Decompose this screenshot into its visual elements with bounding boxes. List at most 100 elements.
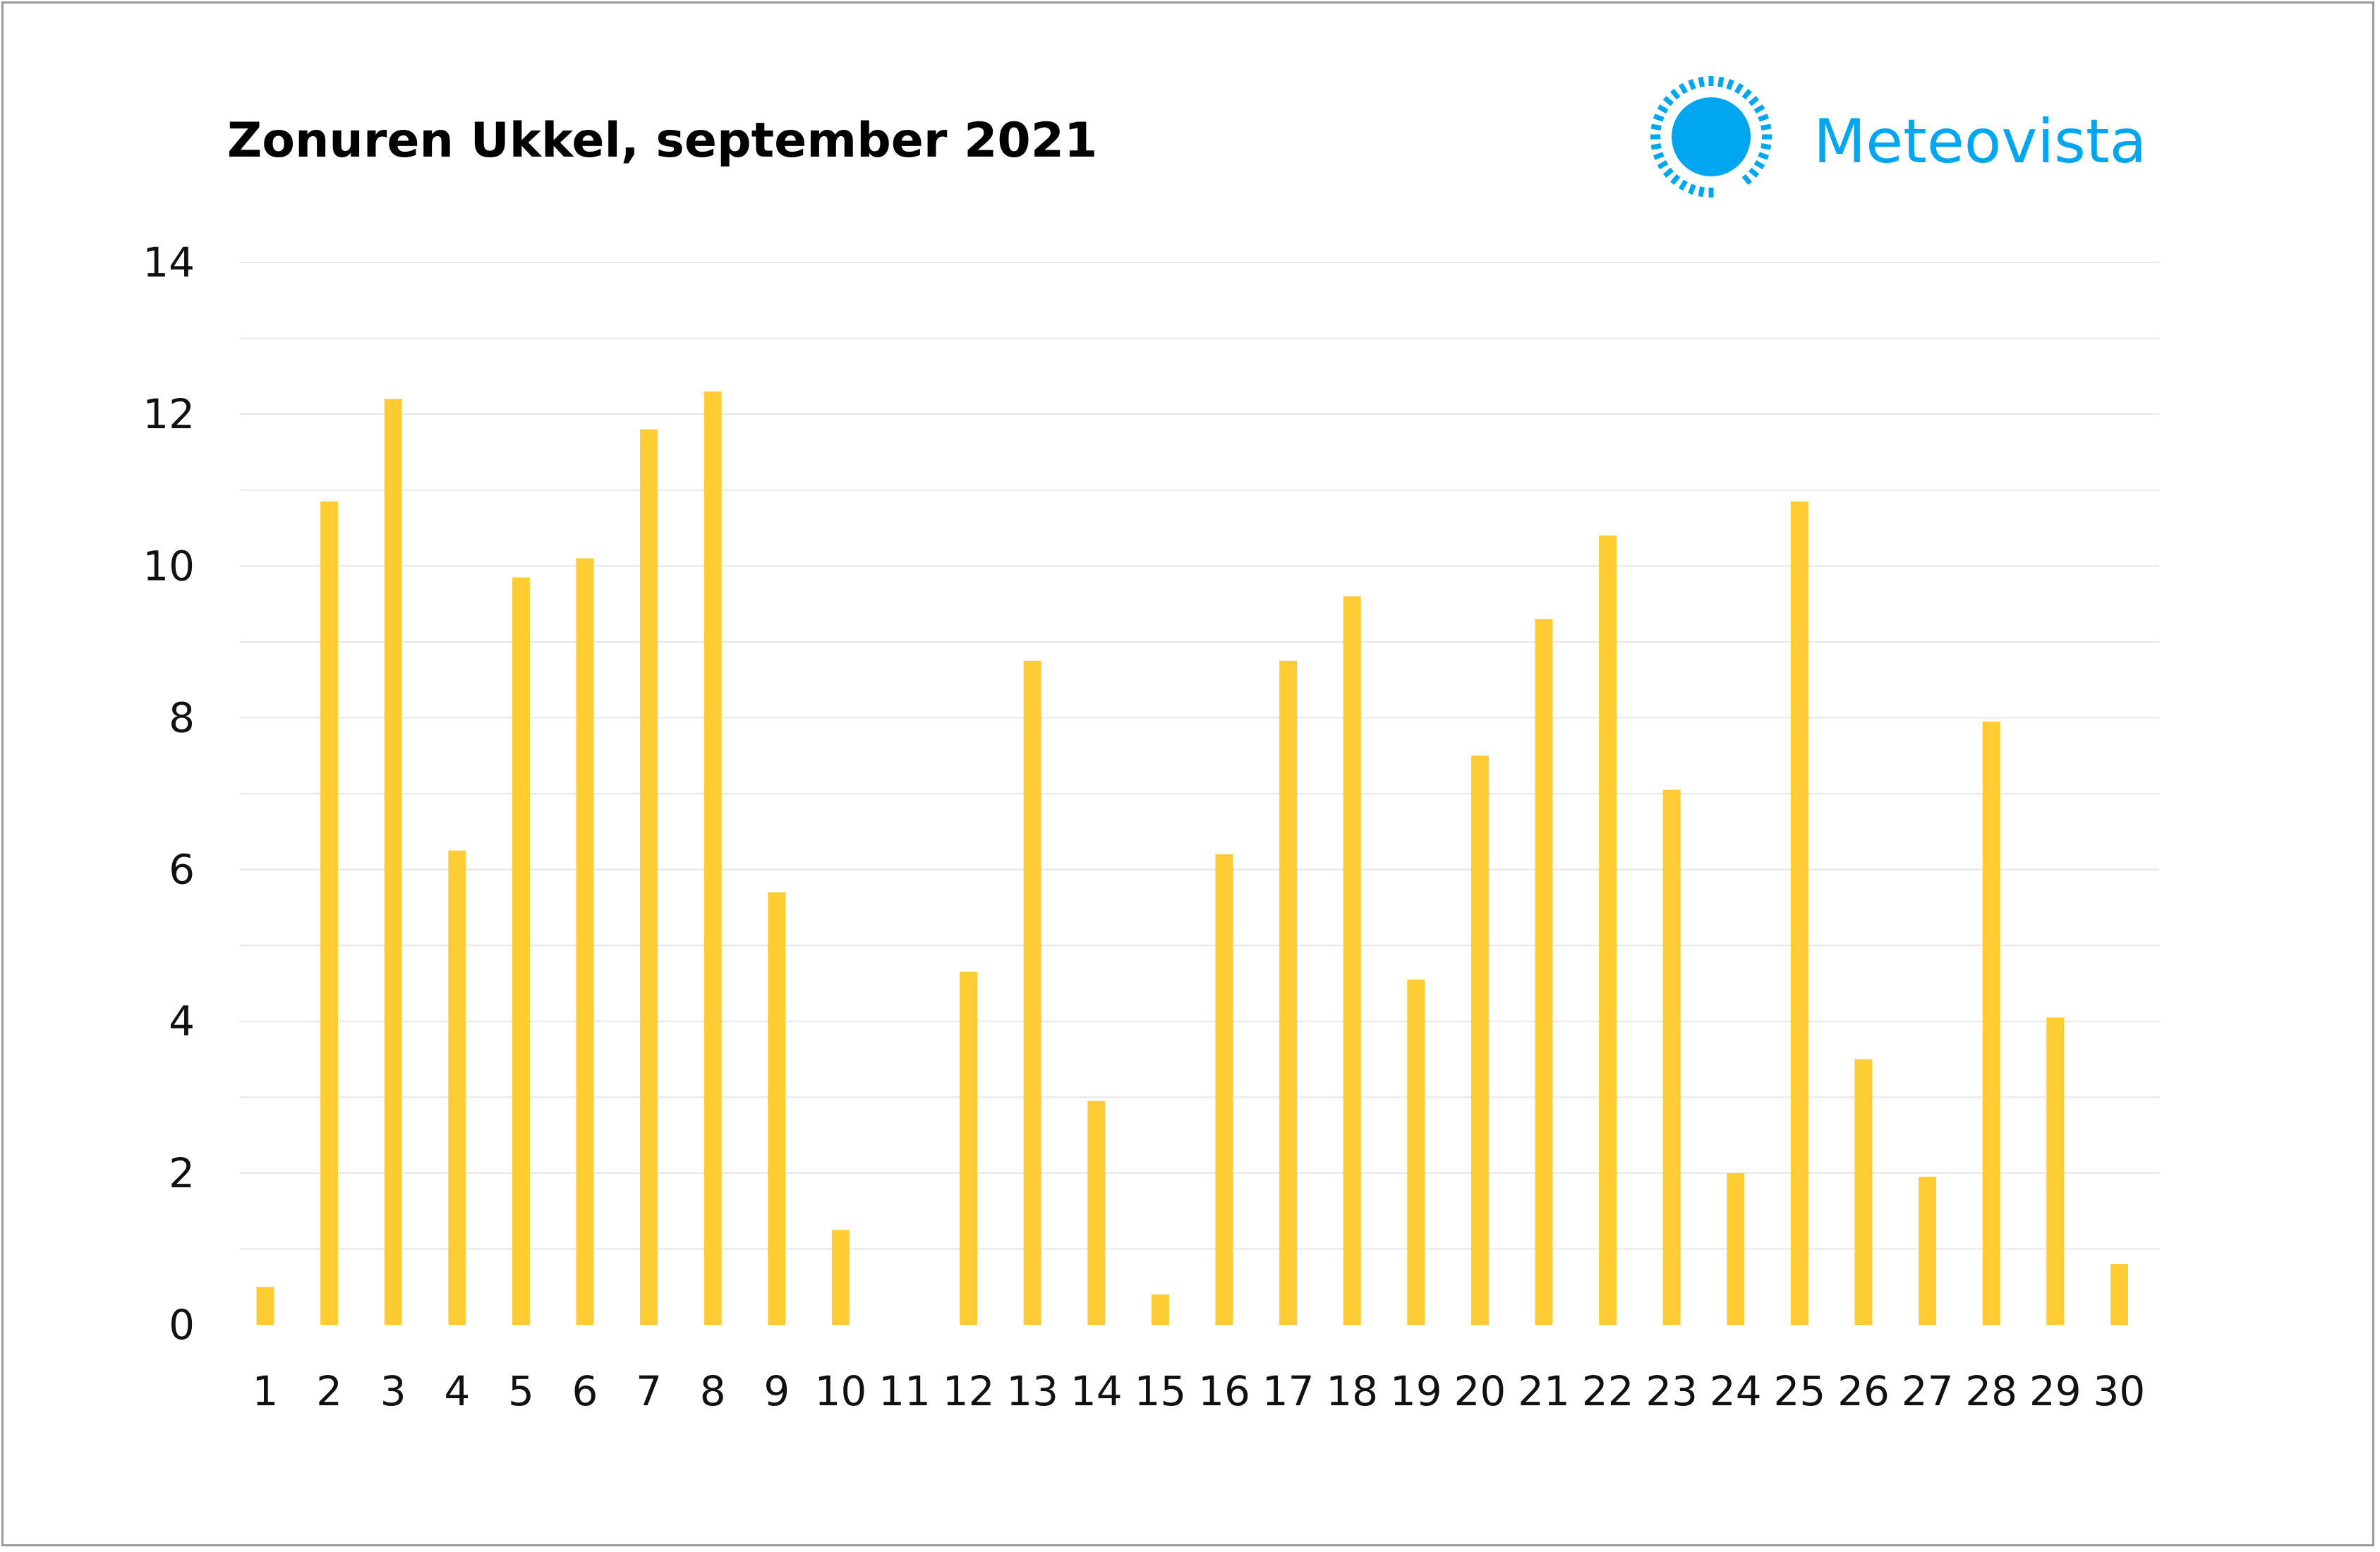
bar: [1470, 756, 1489, 1325]
bar: [2110, 1263, 2128, 1325]
sun-ray: [1753, 104, 1765, 114]
bar: [703, 391, 722, 1326]
sun-ray: [1653, 114, 1665, 122]
sun-ray: [1670, 174, 1681, 186]
bar: [512, 577, 530, 1326]
sun-ray: [1717, 76, 1724, 87]
sun-ray: [1753, 159, 1765, 170]
y-tick-label: 0: [169, 1301, 195, 1349]
sun-ray: [1760, 143, 1772, 150]
bar: [1087, 1101, 1106, 1325]
sun-ray: [1678, 179, 1689, 191]
brand-name: Meteovista: [1813, 107, 2146, 177]
bar: [1919, 1177, 1937, 1325]
bar: [320, 501, 339, 1325]
y-tick-label: 14: [143, 238, 195, 286]
bar: [256, 1287, 274, 1325]
sun-ray: [1657, 159, 1669, 170]
bar: [960, 971, 978, 1325]
sun-ray: [1741, 174, 1752, 186]
sun-ray: [1698, 186, 1705, 198]
x-tick-label: 24: [1710, 1367, 1762, 1415]
x-tick-label: 20: [1454, 1367, 1506, 1415]
x-axis-ticks: 1 2 3 4 5 6 7 8 9 10 11 12 13 14 15 16 17 18 19 20 21 22 23 24 2…: [253, 1367, 2146, 1415]
sun-ray: [1650, 123, 1662, 131]
x-tick-label: 5: [508, 1367, 534, 1415]
y-tick-label: 8: [169, 693, 195, 741]
x-tick-label: 30: [2093, 1367, 2145, 1415]
sun-ray: [1653, 152, 1665, 160]
bar: [576, 558, 594, 1325]
sun-ray: [1741, 88, 1752, 100]
x-tick-label: 10: [814, 1367, 866, 1415]
x-tick-label: 3: [380, 1367, 406, 1415]
x-tick-label: 4: [444, 1367, 470, 1415]
bar: [831, 1230, 850, 1325]
y-tick-label: 10: [143, 542, 195, 590]
x-tick-label: 29: [2029, 1367, 2082, 1415]
sun-ray: [1758, 152, 1770, 160]
bar: [1854, 1059, 1873, 1325]
bar: [1599, 535, 1617, 1326]
chart-title: Zonuren Ukkel, september 2021: [227, 113, 1097, 169]
x-tick-label: 25: [1773, 1367, 1825, 1415]
bar: [1023, 660, 1041, 1325]
meteovista-logo[interactable]: Meteovista: [1650, 76, 2146, 198]
x-tick-label: 11: [878, 1367, 931, 1415]
x-tick-label: 19: [1390, 1367, 1442, 1415]
x-tick-label: 13: [1006, 1367, 1058, 1415]
sun-ray: [1758, 114, 1770, 122]
x-tick-label: 6: [572, 1367, 598, 1415]
bar: [768, 892, 786, 1325]
x-tick-label: 28: [1965, 1367, 2017, 1415]
sun-ray: [1726, 78, 1734, 90]
bar: [1535, 619, 1553, 1325]
x-tick-label: 22: [1582, 1367, 1634, 1415]
bar: [1982, 721, 2000, 1325]
bar: [1790, 501, 1808, 1325]
sun-ray: [1734, 83, 1744, 95]
bars: [256, 391, 2128, 1326]
y-tick-label: 4: [169, 998, 195, 1045]
sun-ray: [1650, 143, 1662, 150]
bar: [1343, 596, 1361, 1326]
x-tick-label: 12: [943, 1367, 995, 1415]
sun-ray: [1688, 78, 1696, 90]
y-tick-label: 2: [169, 1149, 195, 1197]
x-tick-label: 7: [636, 1367, 662, 1415]
sun-ray: [1670, 88, 1681, 100]
y-tick-label: 6: [169, 846, 195, 894]
bar: [1151, 1294, 1169, 1325]
x-tick-label: 17: [1262, 1367, 1315, 1415]
y-tick-label: 12: [143, 390, 195, 438]
x-tick-label: 15: [1134, 1367, 1186, 1415]
sun-core: [1672, 97, 1751, 176]
x-tick-label: 27: [1902, 1367, 1954, 1415]
sun-ray: [1678, 83, 1689, 95]
bar: [2046, 1017, 2065, 1325]
x-tick-label: 21: [1518, 1367, 1570, 1415]
x-tick-label: 16: [1198, 1367, 1250, 1415]
sun-ray: [1662, 167, 1674, 178]
sun-ray: [1760, 123, 1772, 131]
bar: [1662, 789, 1681, 1325]
sun-ray: [1748, 167, 1760, 178]
sun-ray: [1698, 76, 1705, 87]
bar: [384, 399, 402, 1325]
bar: [448, 850, 466, 1325]
bar: [1407, 979, 1425, 1325]
bar: [640, 429, 658, 1325]
x-tick-label: 9: [763, 1367, 790, 1415]
x-tick-label: 2: [316, 1367, 342, 1415]
x-tick-label: 14: [1070, 1367, 1123, 1415]
x-tick-label: 26: [1837, 1367, 1890, 1415]
x-tick-label: 8: [700, 1367, 726, 1415]
x-tick-label: 23: [1645, 1367, 1698, 1415]
sun-ray: [1748, 96, 1760, 107]
y-axis-ticks: 0 2 4 6 8 10 12 14: [143, 238, 195, 1349]
gridlines: [240, 262, 2159, 1250]
sun-ray: [1662, 96, 1674, 107]
x-tick-label: 1: [253, 1367, 279, 1415]
sun-ray: [1688, 183, 1696, 195]
